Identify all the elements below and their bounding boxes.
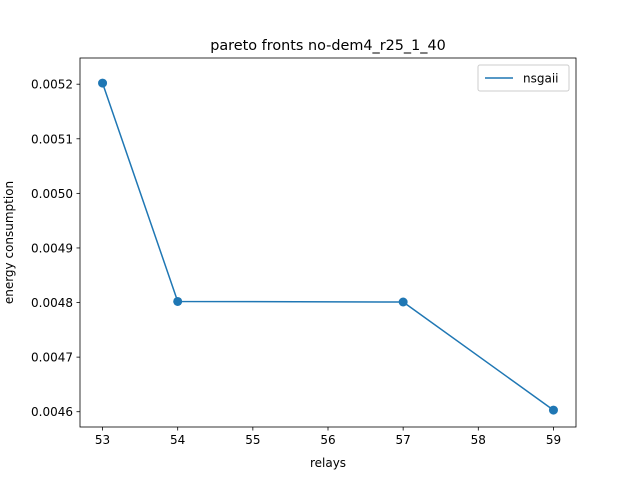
plot-area: [80, 58, 576, 427]
x-tick-label: 59: [546, 433, 561, 447]
y-tick-label: 0.0051: [31, 132, 73, 146]
data-point: [548, 405, 558, 415]
x-tick-label: 55: [245, 433, 260, 447]
x-tick-label: 56: [320, 433, 335, 447]
y-tick-label: 0.0050: [31, 187, 73, 201]
data-point: [398, 297, 408, 307]
data-point: [98, 78, 108, 88]
y-tick-label: 0.0052: [31, 78, 73, 92]
series-layer: [98, 78, 558, 415]
x-tick-label: 57: [396, 433, 411, 447]
legend: nsgaii: [477, 64, 570, 92]
y-tick-label: 0.0048: [31, 296, 73, 310]
data-point: [173, 296, 183, 306]
plot-background: [80, 58, 576, 427]
legend-label-nsgaii: nsgaii: [523, 72, 559, 86]
x-tick-label: 54: [170, 433, 185, 447]
y-axis: 0.0046 0.0047 0.0048 0.0049 0.0050 0.0051 0.00…: [31, 78, 80, 419]
y-axis-label: energy consumption: [2, 181, 16, 304]
chart-title: pareto fronts no-dem4_r25_1_40: [210, 38, 446, 54]
y-tick-label: 0.0047: [31, 351, 73, 365]
y-tick-label: 0.0049: [31, 241, 73, 255]
x-tick-label: 58: [471, 433, 486, 447]
series-line-nsgaii: [101, 82, 554, 411]
x-axis-label: relays: [310, 456, 346, 470]
legend-box: [477, 64, 570, 92]
x-tick-label: 53: [95, 433, 110, 447]
x-axis: 53 54 55 56 57 58 59: [95, 427, 561, 447]
axes-frame: [79, 57, 577, 428]
y-tick-label: 0.0046: [31, 405, 73, 419]
